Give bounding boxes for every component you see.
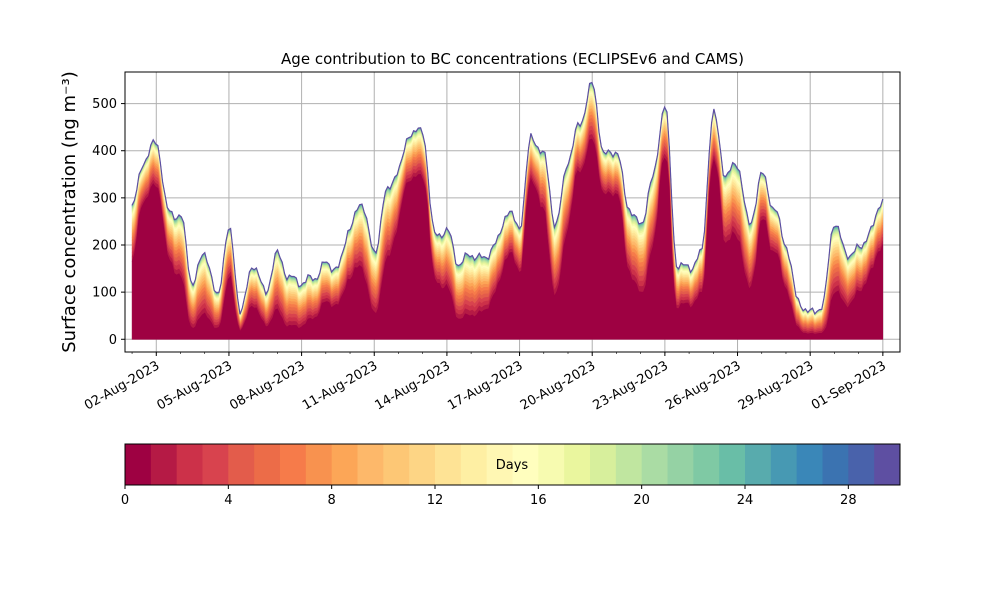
colorbar-swatch <box>564 444 591 485</box>
colorbar-swatch <box>538 444 565 485</box>
y-tick-label: 400 <box>92 144 117 159</box>
x-tick-label: 08-Aug-2023 <box>227 358 307 413</box>
total-line <box>131 81 884 316</box>
colorbar-swatch <box>202 444 229 485</box>
colorbar: 0 4 8 12 16 20 24 28 <box>121 443 901 508</box>
colorbar-tick-label: 28 <box>840 493 857 508</box>
y-tick-label: 500 <box>92 97 117 112</box>
colorbar-swatch <box>486 444 513 485</box>
colorbar-swatch <box>125 444 152 485</box>
y-tick-label: 100 <box>92 286 117 301</box>
stacked-areas <box>131 81 884 340</box>
colorbar-tick-label: 16 <box>530 493 547 508</box>
x-tick-label: 01-Sep-2023 <box>809 358 889 413</box>
colorbar-tick-label: 24 <box>737 493 754 508</box>
colorbar-frame <box>124 443 901 486</box>
colorbar-tick-label: 20 <box>633 493 650 508</box>
colorbar-tick-label: 12 <box>427 493 444 508</box>
y-axis-label: Surface concentration (ng m⁻³) <box>59 71 80 353</box>
colorbar-swatch <box>357 444 384 485</box>
x-tick-label: 14-Aug-2023 <box>373 358 453 413</box>
x-tick-label: 20-Aug-2023 <box>518 358 598 413</box>
colorbar-swatch <box>331 444 358 485</box>
colorbar-swatch <box>460 444 488 485</box>
colorbar-swatch <box>615 444 643 485</box>
colorbar-swatch <box>305 444 333 485</box>
colorbar-swatch <box>693 444 720 485</box>
x-tick-label: 05-Aug-2023 <box>155 358 235 413</box>
colorbar-swatch <box>590 444 617 485</box>
x-tick-label: 23-Aug-2023 <box>591 358 671 413</box>
colorbar-swatch <box>719 444 746 485</box>
colorbar-swatch <box>409 444 436 485</box>
x-tick-label: 26-Aug-2023 <box>663 358 743 413</box>
chart-title: Age contribution to BC concentrations (E… <box>281 50 744 68</box>
colorbar-swatch <box>435 444 462 485</box>
x-tick-label: 17-Aug-2023 <box>445 358 525 413</box>
colorbar-tick-label: 4 <box>224 493 232 508</box>
colorbar-swatch <box>254 444 281 485</box>
colorbar-swatch <box>641 444 668 485</box>
colorbar-label: Days <box>496 458 529 473</box>
colorbar-swatch <box>770 444 798 485</box>
colorbar-swatch <box>228 444 255 485</box>
colorbar-swatch <box>822 444 849 485</box>
age-band-0 <box>131 138 884 340</box>
plot-frame <box>124 71 901 353</box>
colorbar-swatch <box>874 444 901 485</box>
x-tick-label: 11-Aug-2023 <box>300 358 380 413</box>
colorbar-swatch <box>280 444 307 485</box>
colorbar-tick-label: 0 <box>121 493 129 508</box>
colorbar-swatch <box>176 444 203 485</box>
colorbar-swatch <box>150 444 178 485</box>
y-tick-label: 300 <box>92 191 117 206</box>
colorbar-swatch <box>667 444 694 485</box>
x-tick-label: 29-Aug-2023 <box>736 358 816 413</box>
colorbar-swatch <box>848 444 875 485</box>
colorbar-tick-label: 8 <box>328 493 336 508</box>
colorbar-swatch <box>796 444 823 485</box>
colorbar-swatch <box>383 444 410 485</box>
colorbar-swatch <box>745 444 772 485</box>
y-tick-label: 200 <box>92 238 117 253</box>
x-tick-label: 02-Aug-2023 <box>82 358 162 413</box>
colorbar-swatch <box>512 444 539 485</box>
y-tick-label: 0 <box>109 333 117 348</box>
